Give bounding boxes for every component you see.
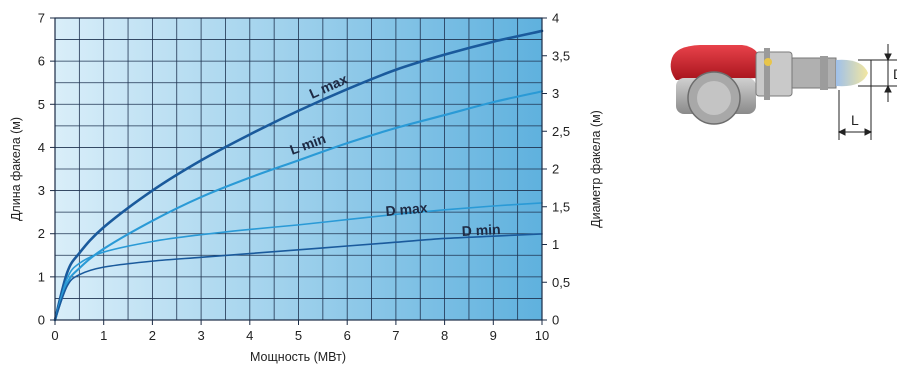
y2-tick-label: 1,5 <box>552 199 570 214</box>
y-tick-label: 3 <box>38 183 45 198</box>
burner-flange <box>755 51 793 97</box>
y2-tick-label: 4 <box>552 11 559 26</box>
y2-tick-label: 0,5 <box>552 275 570 290</box>
length-marker-label: L <box>851 112 859 128</box>
burner-blast-tube <box>791 57 837 89</box>
burner-sight-glass <box>764 58 772 66</box>
y2-tick-label: 2 <box>552 162 559 177</box>
x-tick-label: 0 <box>51 328 58 343</box>
diameter-marker-label: D <box>893 66 897 82</box>
y-tick-label: 7 <box>38 11 45 26</box>
y2-tick-label: 2,5 <box>552 124 570 139</box>
x-tick-label: 10 <box>535 328 549 343</box>
diameter-arrow-top <box>884 53 892 62</box>
series-label-d-max: D max <box>385 199 428 219</box>
length-arrow-left <box>837 128 846 136</box>
burner-illustration <box>670 45 868 125</box>
x-tick-label: 4 <box>246 328 253 343</box>
x-tick-label: 7 <box>392 328 399 343</box>
x-tick-label: 5 <box>295 328 302 343</box>
series-line-l-max <box>53 29 544 322</box>
x-tick-label: 2 <box>149 328 156 343</box>
y-tick-label: 4 <box>38 140 45 155</box>
x-tick-label: 1 <box>100 328 107 343</box>
diameter-arrow-bottom <box>884 84 892 93</box>
y-tick-label: 1 <box>38 269 45 284</box>
y2-tick-label: 0 <box>552 313 559 328</box>
y-axis-title: Длина факела (м) <box>9 117 23 221</box>
y2-tick-label: 1 <box>552 237 559 252</box>
y-tick-label: 2 <box>38 226 45 241</box>
series-line-l-min <box>53 90 544 322</box>
burner-housing <box>670 45 760 80</box>
x-axis-title: Мощность (МВт) <box>250 350 346 364</box>
series-group <box>53 29 544 322</box>
x-tick-label: 3 <box>197 328 204 343</box>
burner-blast-tube-ring <box>820 56 828 90</box>
y2-axis-title: Диаметр факела (м) <box>589 110 603 228</box>
x-tick-label: 8 <box>441 328 448 343</box>
x-tick-label: 6 <box>344 328 351 343</box>
series-label-d-min: D min <box>461 221 501 239</box>
dimension-markers <box>837 44 897 140</box>
flame <box>836 59 868 87</box>
y2-tick-label: 3 <box>552 86 559 101</box>
series-line-d-min <box>54 233 543 321</box>
y2-tick-label: 3,5 <box>552 48 570 63</box>
length-arrow-right <box>864 128 873 136</box>
y-tick-label: 0 <box>38 313 45 328</box>
burner-flange-plate <box>764 48 770 100</box>
series-line-d-max <box>54 202 543 321</box>
burner-fan-hub <box>697 81 731 115</box>
y-tick-label: 6 <box>38 54 45 69</box>
y-tick-label: 5 <box>38 97 45 112</box>
grid <box>55 18 542 320</box>
x-tick-label: 9 <box>490 328 497 343</box>
